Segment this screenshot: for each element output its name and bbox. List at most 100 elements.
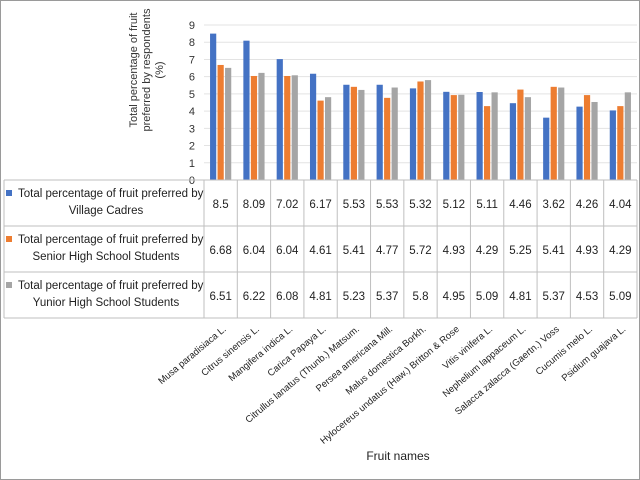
legend-label-3-line-1: Total percentage of fruit preferred by	[18, 280, 204, 292]
x-axis-title: Fruit names	[366, 449, 429, 463]
table-value-series3-cat1: 6.51	[209, 291, 231, 303]
table-value-series2-cat9: 4.29	[476, 245, 498, 257]
bar-series1-cat6	[376, 84, 383, 180]
y-tick-label-4: 4	[189, 106, 195, 118]
table-value-series3-cat11: 5.37	[543, 291, 565, 303]
table-value-series3-cat2: 6.22	[243, 291, 265, 303]
y-tick-label-6: 6	[189, 72, 195, 84]
table-value-series1-cat8: 5.12	[443, 199, 465, 211]
bar-series3-cat13	[624, 92, 631, 180]
data-table: Total percentage of fruit preferred by Vi…	[3, 179, 638, 319]
table-value-series3-cat4: 4.81	[309, 291, 331, 303]
x-category-label-4: Carica Papaya L.	[266, 324, 329, 379]
table-value-series2-cat5: 5.41	[343, 245, 365, 257]
legend-label-1-line-1: Total percentage of fruit preferred by	[18, 188, 204, 200]
table-value-series2-cat11: 5.41	[543, 245, 565, 257]
table-value-series1-cat10: 4.46	[509, 199, 531, 211]
table-value-series2-cat13: 4.29	[609, 245, 631, 257]
bar-series2-cat1	[217, 64, 224, 180]
bar-series3-cat8	[458, 94, 465, 180]
bar-series1-cat3	[276, 59, 283, 180]
bar-series2-cat12	[583, 95, 591, 180]
y-axis-title: Total percentage of fruitpreferred by re…	[128, 8, 166, 131]
table-value-series1-cat11: 3.62	[543, 199, 565, 211]
table-value-series2-cat3: 6.04	[276, 245, 299, 257]
table-value-series1-cat6: 5.53	[376, 199, 398, 211]
table-value-series1-cat13: 4.04	[609, 199, 632, 211]
legend-label-1-line-2: Village Cadres	[69, 205, 144, 217]
y-tick-label-2: 2	[189, 141, 195, 153]
bar-series3-cat4	[324, 97, 332, 180]
legend-swatch-1	[6, 190, 12, 196]
bar-series1-cat10	[509, 103, 517, 180]
legend-label-3-line-2: Yunior High School Students	[33, 297, 180, 309]
bar-series3-cat6	[391, 87, 398, 180]
table-value-series1-cat7: 5.32	[409, 199, 431, 211]
table-value-series2-cat10: 5.25	[509, 245, 531, 257]
bar-series1-cat11	[543, 117, 550, 180]
bar-series1-cat1	[210, 33, 217, 180]
bar-series2-cat2	[250, 75, 258, 180]
table-value-series1-cat4: 6.17	[309, 199, 331, 211]
table-value-series2-cat2: 6.04	[243, 245, 266, 257]
y-axis-title-line-3: (%)	[154, 61, 166, 78]
bar-series1-cat8	[443, 91, 450, 180]
table-value-series2-cat6: 4.77	[376, 245, 398, 257]
x-category-labels: Musa paradisiaca L.Citrus sinensis L.Man…	[156, 324, 628, 447]
bar-series3-cat11	[558, 87, 565, 180]
bar-series3-cat9	[491, 92, 498, 180]
table-value-series2-cat4: 4.61	[309, 245, 331, 257]
bar-series1-cat7	[409, 88, 417, 180]
legend-swatch-3	[6, 282, 12, 288]
bar-series2-cat5	[350, 86, 357, 180]
table-value-series3-cat9: 5.09	[476, 291, 498, 303]
bar-series2-cat8	[450, 95, 457, 180]
x-category-label-12: Cucumis melo L.	[534, 324, 595, 378]
bar-series2-cat4	[317, 100, 324, 180]
bar-series2-cat9	[484, 106, 491, 180]
table-value-series1-cat2: 8.09	[243, 199, 265, 211]
table-value-series3-cat12: 4.53	[576, 291, 598, 303]
table-value-series1-cat1: 8.5	[213, 199, 229, 211]
bar-series1-cat4	[309, 73, 317, 180]
bar-series2-cat11	[550, 86, 557, 180]
bar-series2-cat10	[517, 89, 524, 180]
table-value-series2-cat12: 4.93	[576, 245, 598, 257]
bar-series2-cat6	[384, 97, 391, 180]
bar-series2-cat7	[417, 81, 424, 180]
table-value-series3-cat3: 6.08	[276, 291, 298, 303]
table-value-series3-cat10: 4.81	[509, 291, 531, 303]
bar-series3-cat12	[591, 101, 598, 180]
bar-series2-cat3	[284, 75, 291, 180]
table-value-series3-cat13: 5.09	[609, 291, 631, 303]
bar-series2-cat13	[617, 106, 624, 180]
table-value-series3-cat8: 4.95	[443, 291, 465, 303]
bars-layer	[210, 33, 631, 180]
bar-series3-cat5	[358, 89, 365, 180]
y-axis-title-line-1: Total percentage of fruit	[128, 13, 140, 128]
table-value-series2-cat7: 5.72	[409, 245, 431, 257]
legend-label-2-line-2: Senior High School Students	[32, 251, 179, 263]
bar-series1-cat2	[243, 40, 250, 180]
table-value-series1-cat12: 4.26	[576, 199, 598, 211]
table-value-series1-cat5: 5.53	[343, 199, 365, 211]
table-value-series2-cat1: 6.68	[209, 245, 231, 257]
y-tick-label-3: 3	[189, 123, 195, 135]
bar-series1-cat13	[609, 110, 616, 180]
y-tick-label-9: 9	[189, 20, 195, 32]
y-tick-label-1: 1	[189, 158, 195, 170]
y-tick-label-8: 8	[189, 37, 195, 49]
bar-series3-cat1	[225, 67, 232, 180]
bar-series3-cat7	[424, 80, 432, 180]
y-tick-label-5: 5	[189, 89, 195, 101]
legend-swatch-2	[6, 236, 12, 242]
bar-series1-cat5	[343, 84, 350, 180]
bar-series1-cat9	[476, 91, 483, 180]
bar-series3-cat3	[291, 75, 298, 180]
y-axis-title-line-2: preferred by respondents	[141, 8, 153, 131]
x-category-label-2: Citrus sinensis L.	[199, 324, 261, 379]
table-value-series3-cat5: 5.23	[343, 291, 365, 303]
bar-series1-cat12	[576, 106, 583, 180]
